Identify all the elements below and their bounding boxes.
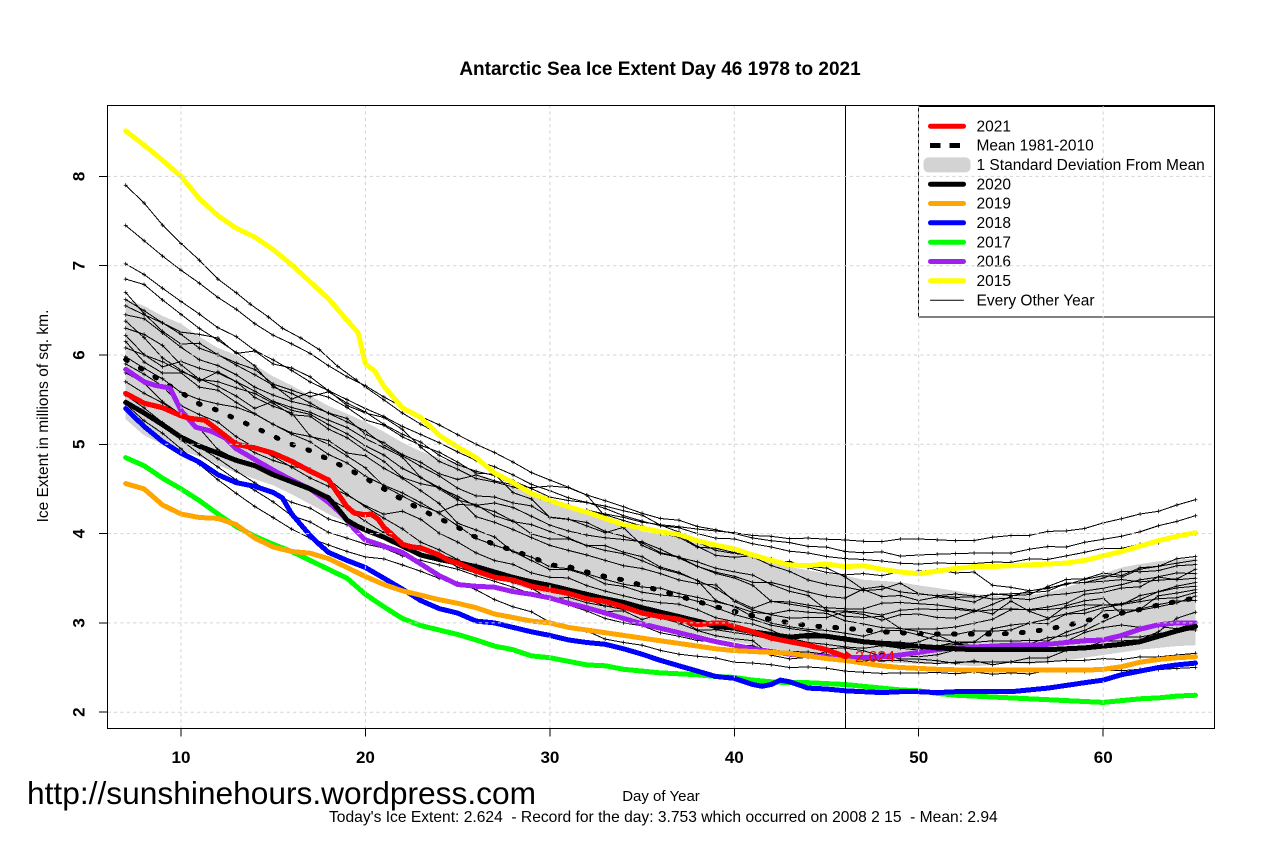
svg-text:4: 4 bbox=[70, 528, 89, 538]
svg-text:Day of Year: Day of Year bbox=[622, 788, 700, 805]
svg-text:60: 60 bbox=[1094, 748, 1113, 767]
svg-text:Mean 1981-2010: Mean 1981-2010 bbox=[977, 138, 1095, 155]
svg-text:8: 8 bbox=[70, 172, 89, 181]
svg-text:2017: 2017 bbox=[977, 234, 1011, 251]
svg-text:Today's Ice Extent: 2.624 - R: Today's Ice Extent: 2.624 - Record for t… bbox=[329, 809, 998, 826]
svg-text:2: 2 bbox=[70, 707, 89, 716]
svg-text:Antarctic Sea Ice Extent Day 4: Antarctic Sea Ice Extent Day 46 1978 to … bbox=[459, 59, 861, 80]
svg-text:1 Standard Deviation From Mean: 1 Standard Deviation From Mean bbox=[977, 157, 1205, 174]
svg-text:10: 10 bbox=[172, 748, 191, 767]
svg-text:30: 30 bbox=[540, 748, 559, 767]
svg-text:6: 6 bbox=[70, 350, 89, 359]
svg-text:5: 5 bbox=[70, 440, 89, 449]
svg-text:2021: 2021 bbox=[977, 118, 1011, 135]
svg-text:2015: 2015 bbox=[977, 273, 1011, 290]
svg-text:3: 3 bbox=[70, 618, 89, 627]
svg-text:2.624: 2.624 bbox=[855, 649, 895, 666]
svg-text:2020: 2020 bbox=[977, 176, 1012, 193]
svg-text:7: 7 bbox=[70, 261, 89, 270]
svg-text:2016: 2016 bbox=[977, 254, 1011, 271]
svg-text:Ice Extent in millions of sq.: Ice Extent in millions of sq. km. bbox=[35, 310, 52, 523]
svg-text:Every Other Year: Every Other Year bbox=[977, 292, 1095, 309]
svg-text:2018: 2018 bbox=[977, 215, 1011, 232]
svg-text:40: 40 bbox=[725, 748, 744, 767]
svg-text:2019: 2019 bbox=[977, 196, 1011, 213]
svg-text:20: 20 bbox=[356, 748, 375, 767]
svg-text:50: 50 bbox=[909, 748, 928, 767]
svg-text:http://sunshinehours.wordpress: http://sunshinehours.wordpress.com bbox=[27, 775, 536, 811]
